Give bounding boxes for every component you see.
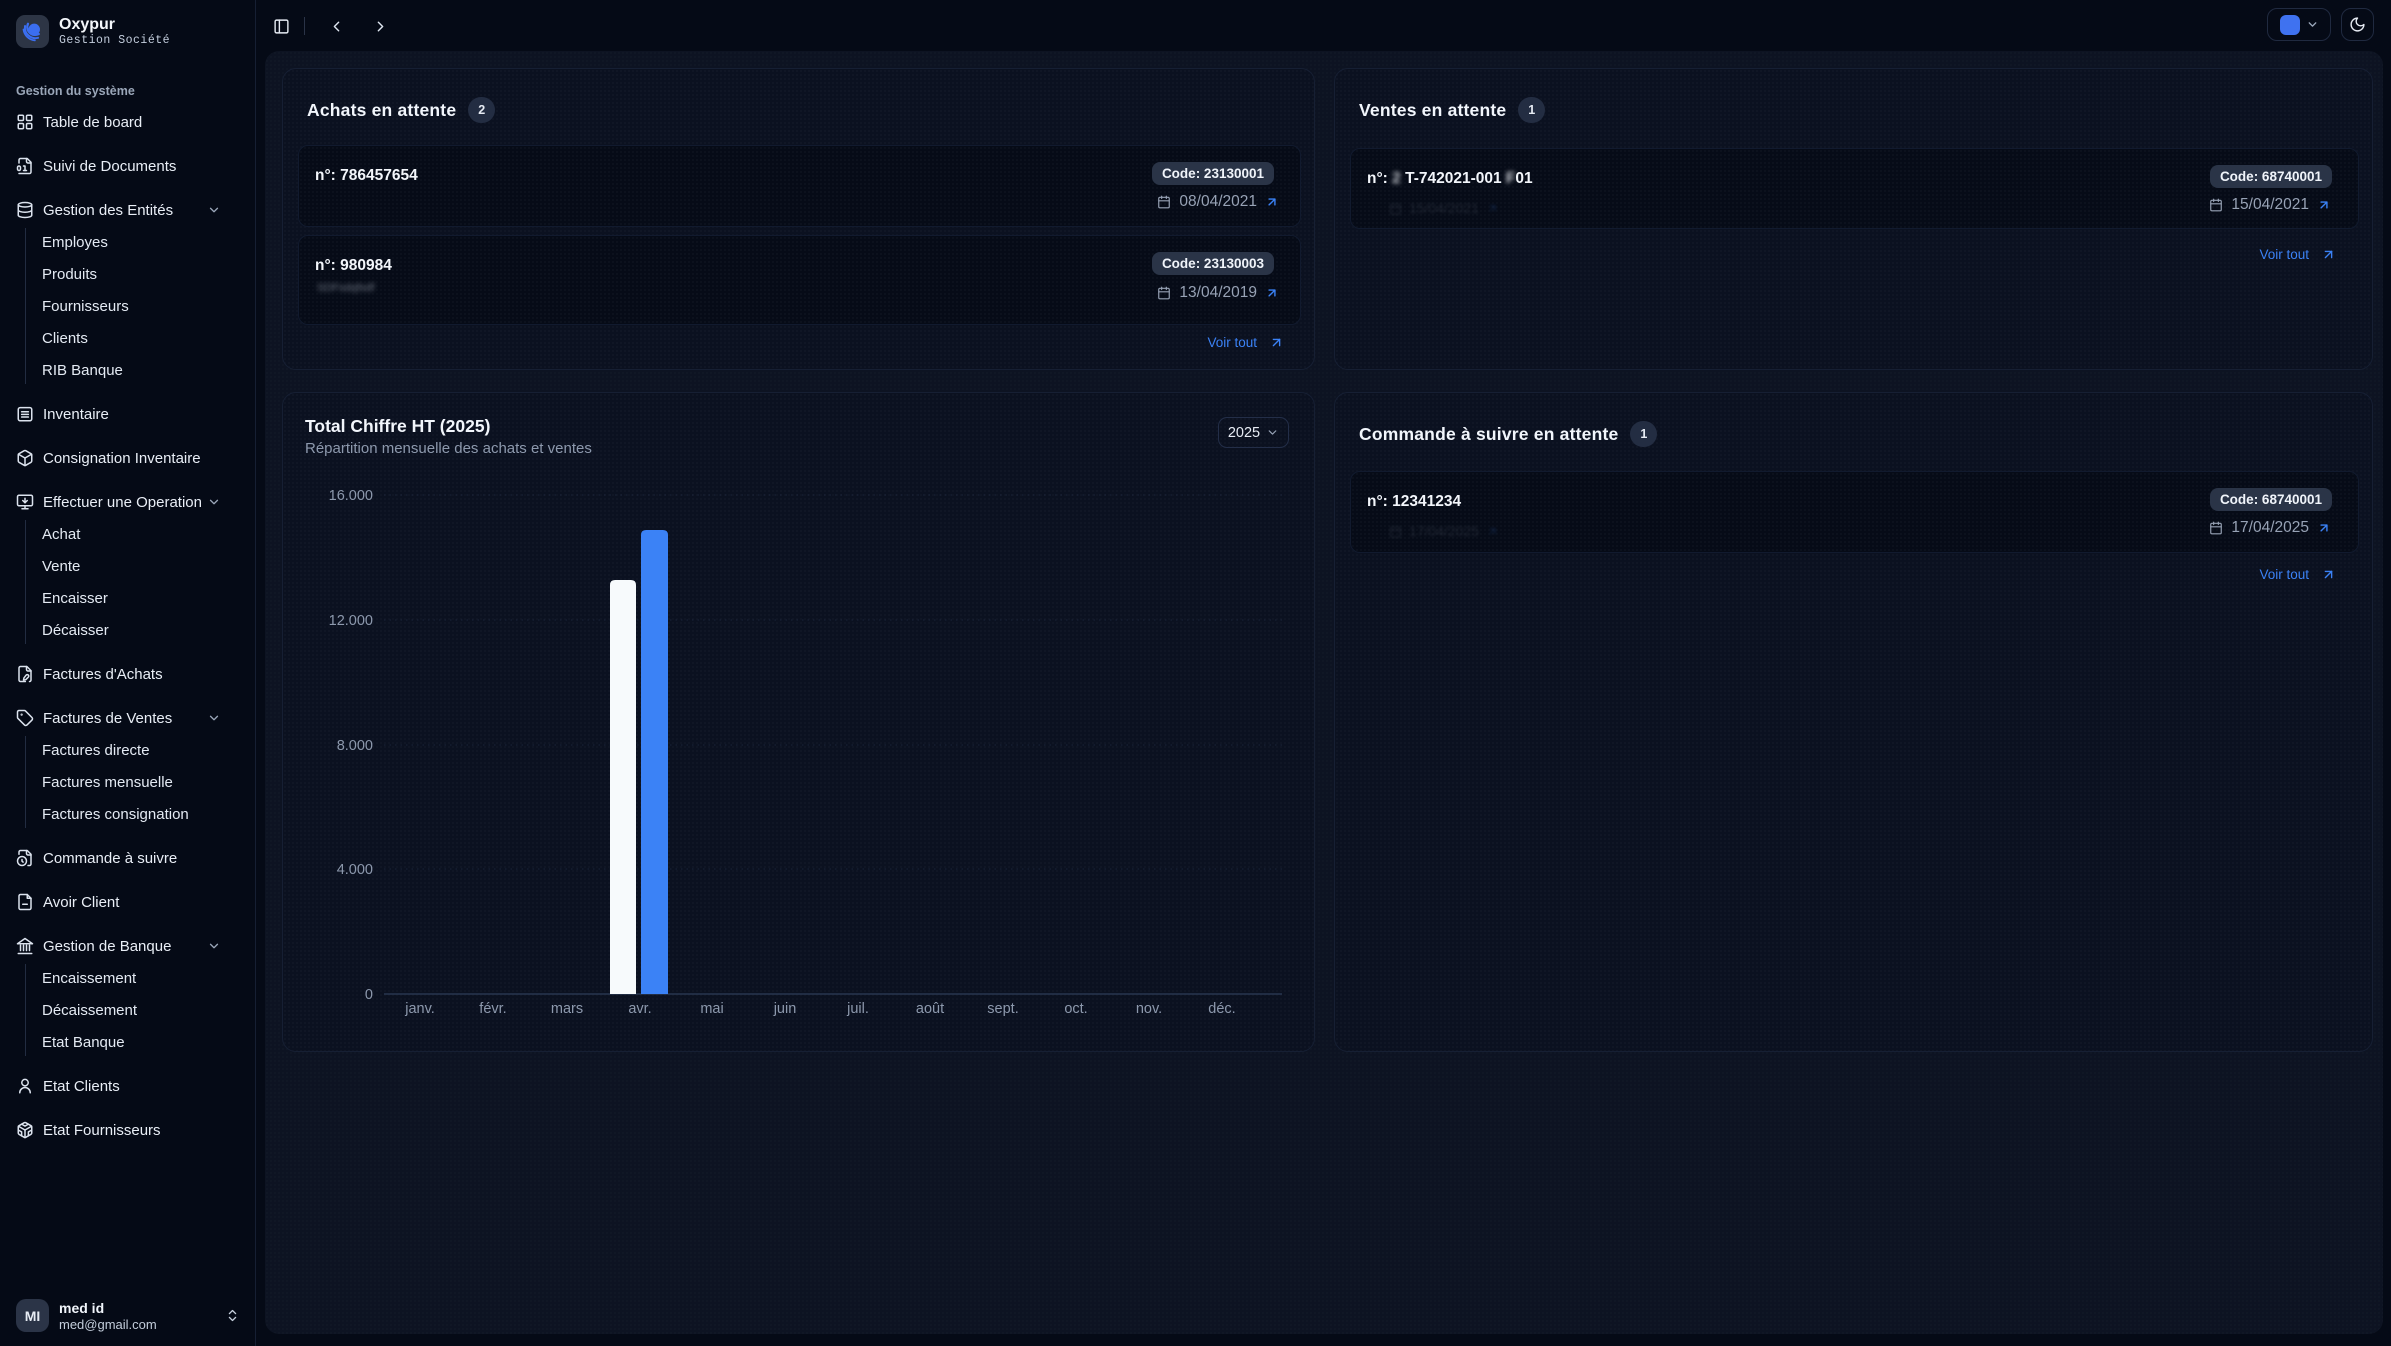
svg-text:8.000: 8.000 [337,738,373,754]
svg-text:déc.: déc. [1208,1001,1235,1017]
svg-text:oct.: oct. [1064,1001,1087,1017]
svg-text:sept.: sept. [987,1001,1018,1017]
svg-text:août: août [916,1001,944,1017]
svg-text:12.000: 12.000 [329,613,373,629]
svg-text:0: 0 [365,987,373,1003]
svg-text:nov.: nov. [1136,1001,1162,1017]
svg-text:mai: mai [700,1001,723,1017]
svg-text:janv.: janv. [404,1001,435,1017]
svg-text:févr.: févr. [479,1001,506,1017]
svg-text:4.000: 4.000 [337,862,373,878]
svg-text:avr.: avr. [628,1001,651,1017]
svg-text:16.000: 16.000 [329,488,373,504]
svg-text:juil.: juil. [846,1001,869,1017]
svg-text:mars: mars [551,1001,583,1017]
svg-text:juin: juin [773,1001,797,1017]
